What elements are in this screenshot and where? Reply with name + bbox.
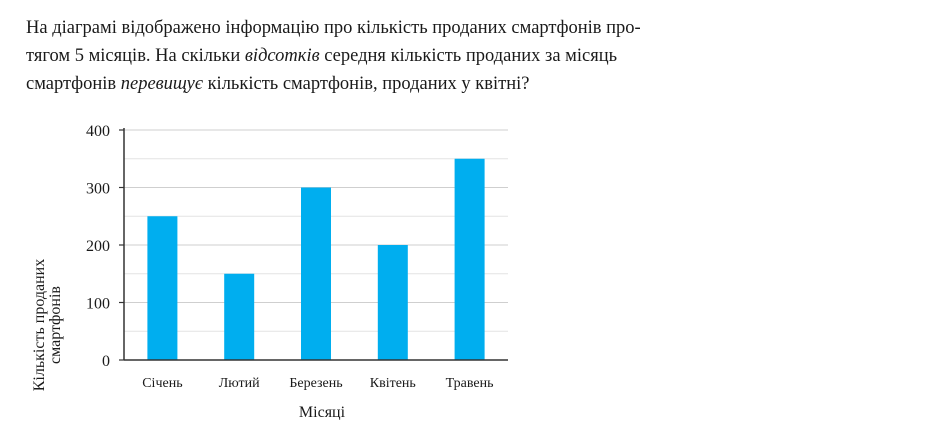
y-tick-label: 300	[86, 181, 110, 198]
bar-Травень	[454, 158, 485, 360]
y-tick-label: 200	[86, 238, 110, 255]
question-part: кількість смартфонів, проданих у квітні?	[202, 74, 530, 94]
question-part: На діаграмі відображено інформацію про к…	[26, 18, 641, 38]
bar-chart: Січень Лютий Березень Квітень Травень 0 100 200…	[0, 110, 560, 427]
x-tick-label: Січень	[142, 376, 182, 391]
question-part: середня кількість проданих за місяць	[319, 46, 618, 66]
bar-Січень	[147, 216, 178, 360]
x-axis-label: Місяці	[299, 404, 346, 421]
y-tick-label: 100	[86, 296, 110, 313]
y-tick-label: 0	[102, 353, 110, 370]
question-text: На діаграмі відображено інформацію про к…	[26, 14, 906, 98]
question-emphasis: перевищує	[120, 74, 203, 94]
y-axis-label: смартфонів	[47, 286, 64, 364]
x-tick-label: Лютий	[219, 376, 260, 391]
bar-Квітень	[377, 245, 408, 360]
bar-chart-svg: Січень Лютий Березень Квітень Травень 0 100 200…	[31, 123, 508, 421]
x-tick-label: Березень	[289, 376, 342, 391]
question-part: смартфонів	[26, 74, 121, 94]
y-axis-label: Кількість проданих	[31, 259, 48, 391]
question-emphasis: відсотків	[244, 46, 320, 66]
y-tick-label: 400	[86, 123, 110, 140]
bar-Березень	[301, 187, 331, 360]
question-part: тягом 5 місяців. На скільки	[26, 46, 245, 66]
x-tick-label: Травень	[446, 376, 494, 391]
x-tick-label: Квітень	[370, 376, 416, 391]
bar-Лютий	[224, 273, 255, 360]
